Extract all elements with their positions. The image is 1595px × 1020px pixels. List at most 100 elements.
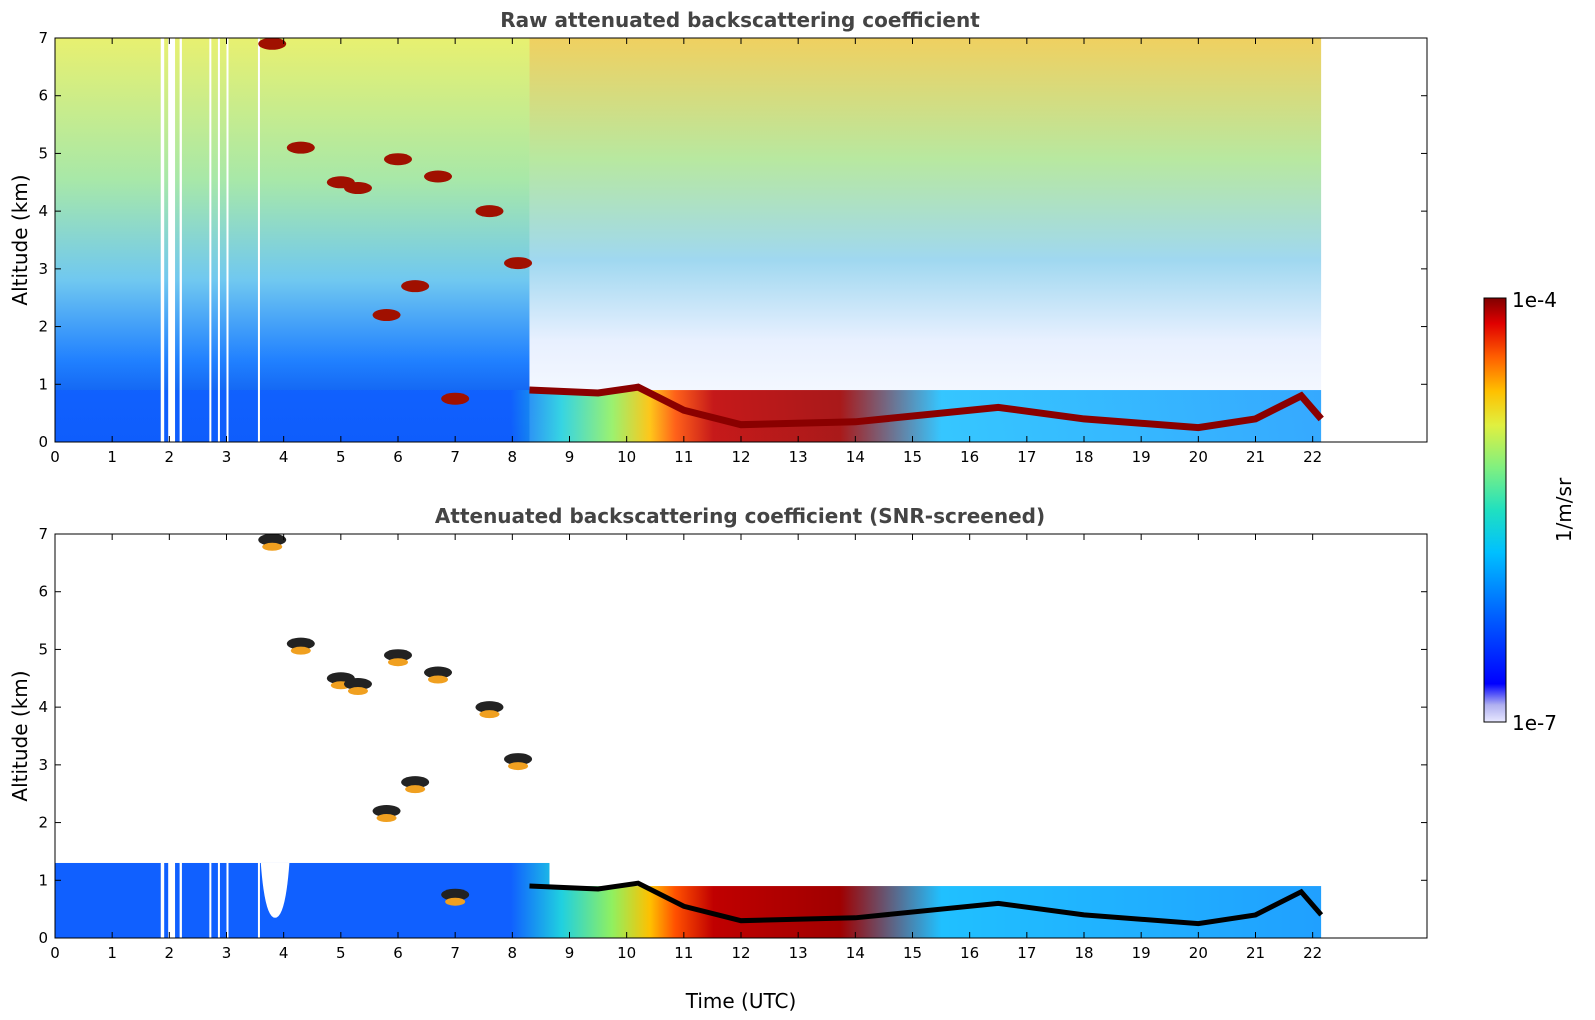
elevated-layer-mark bbox=[343, 678, 372, 691]
x-tick-label: 6 bbox=[393, 448, 403, 466]
data-gap bbox=[179, 534, 182, 938]
x-tick-label: 0 bbox=[50, 448, 60, 466]
elevated-layer-halo bbox=[445, 897, 466, 906]
screened-chart-title: Attenuated backscattering coefficient (S… bbox=[435, 504, 1045, 528]
y-tick-label: 4 bbox=[38, 202, 48, 220]
elevated-layer-mark bbox=[504, 753, 533, 766]
colorbar-min-label: 1e-7 bbox=[1512, 711, 1557, 735]
elevated-layer-mark bbox=[441, 392, 470, 405]
data-gap bbox=[209, 534, 212, 938]
x-tick-label: 21 bbox=[1246, 944, 1265, 962]
y-tick-label: 6 bbox=[38, 583, 48, 601]
data-gap bbox=[217, 38, 220, 442]
x-tick-label: 6 bbox=[393, 944, 403, 962]
y-tick-label: 5 bbox=[38, 640, 48, 658]
y-tick-label: 0 bbox=[38, 433, 48, 451]
x-tick-label: 12 bbox=[731, 448, 750, 466]
x-tick-label: 16 bbox=[960, 944, 979, 962]
screened-x-ticks: 0 1 2 3 4 5 6 7 8 9 10 11 12 13 14 15 16 17 18 19 20 21 22 bbox=[50, 534, 1322, 962]
x-tick-label: 5 bbox=[336, 944, 346, 962]
raw-x-ticks: 0 1 2 3 4 5 6 7 8 9 10 11 12 13 14 15 16 17 18 19 20 21 22 bbox=[50, 38, 1322, 466]
raw-data-gaps bbox=[160, 38, 1427, 442]
y-tick-label: 2 bbox=[38, 318, 48, 336]
x-tick-label: 17 bbox=[1017, 448, 1036, 466]
x-tick-label: 3 bbox=[222, 944, 232, 962]
raw-cloud-base-line bbox=[529, 383, 1324, 432]
colorbar: 1e-4 1e-7 1/m/sr bbox=[1483, 288, 1576, 735]
x-tick-label: 12 bbox=[731, 944, 750, 962]
x-tick-label: 13 bbox=[789, 448, 808, 466]
data-gap bbox=[168, 38, 176, 442]
data-gap bbox=[168, 534, 176, 938]
data-gap bbox=[217, 534, 220, 938]
raw-elevated-layers bbox=[258, 38, 533, 405]
y-tick-label: 0 bbox=[38, 929, 48, 947]
screened-data-gaps bbox=[160, 534, 1427, 938]
y-tick-label: 3 bbox=[38, 756, 48, 774]
x-tick-label: 18 bbox=[1074, 448, 1093, 466]
x-tick-label: 22 bbox=[1303, 448, 1322, 466]
y-tick-label: 7 bbox=[38, 525, 48, 543]
x-tick-label: 2 bbox=[165, 944, 175, 962]
x-tick-label: 19 bbox=[1132, 944, 1151, 962]
raw-y-axis-label: Altitude (km) bbox=[8, 174, 32, 305]
x-tick-label: 5 bbox=[336, 448, 346, 466]
elevated-layer-mark bbox=[258, 534, 287, 546]
elevated-layer-mark bbox=[401, 280, 430, 293]
x-tick-label: 0 bbox=[50, 944, 60, 962]
data-gap bbox=[209, 38, 212, 442]
y-tick-label: 3 bbox=[38, 260, 48, 278]
x-tick-label: 19 bbox=[1132, 448, 1151, 466]
x-tick-label: 11 bbox=[674, 448, 693, 466]
x-tick-label: 9 bbox=[565, 944, 575, 962]
elevated-layer-mark bbox=[372, 805, 401, 818]
elevated-layer-halo bbox=[347, 687, 368, 696]
x-tick-label: 20 bbox=[1189, 944, 1208, 962]
x-tick-label: 9 bbox=[565, 448, 575, 466]
elevated-layer-mark bbox=[372, 309, 401, 322]
x-tick-label: 10 bbox=[617, 448, 636, 466]
y-tick-label: 5 bbox=[38, 144, 48, 162]
raw-boundary-layer bbox=[55, 390, 1322, 442]
data-gap bbox=[179, 38, 182, 442]
data-gap bbox=[226, 38, 229, 442]
elevated-layer-mark bbox=[343, 182, 372, 195]
screened-backscatter-panel: 0 1 2 3 4 5 6 7 8 9 10 11 12 13 14 15 16 17 18 19 20 21 22 012… bbox=[8, 504, 1428, 1013]
raw-heatmap-field bbox=[55, 38, 1427, 442]
x-tick-label: 15 bbox=[903, 944, 922, 962]
data-gap bbox=[257, 534, 260, 938]
y-tick-label: 2 bbox=[38, 814, 48, 832]
no-data-region bbox=[1321, 534, 1427, 938]
x-tick-label: 22 bbox=[1303, 944, 1322, 962]
colorbar-max-label: 1e-4 bbox=[1512, 288, 1557, 312]
elevated-layer-mark bbox=[384, 153, 412, 166]
x-tick-label: 1 bbox=[107, 944, 117, 962]
y-tick-label: 1 bbox=[38, 375, 48, 393]
screened-boundary-dip bbox=[260, 862, 290, 918]
raw-chart-title: Raw attenuated backscattering coefficien… bbox=[500, 8, 980, 32]
elevated-layer-mark bbox=[475, 701, 504, 714]
screened-elevated-layers bbox=[258, 534, 533, 906]
elevated-layer-mark bbox=[286, 141, 315, 154]
elevated-layer-halo bbox=[290, 646, 311, 655]
colorbar-gradient bbox=[1483, 297, 1507, 723]
y-tick-label: 7 bbox=[38, 29, 48, 47]
x-tick-label: 8 bbox=[508, 448, 518, 466]
x-tick-label: 20 bbox=[1189, 448, 1208, 466]
screened-heatmap-field bbox=[55, 534, 1427, 938]
x-tick-label: 18 bbox=[1074, 944, 1093, 962]
x-tick-label: 8 bbox=[508, 944, 518, 962]
x-tick-label: 4 bbox=[279, 448, 289, 466]
raw-background-left bbox=[55, 38, 530, 442]
y-tick-label: 4 bbox=[38, 698, 48, 716]
elevated-layer-halo bbox=[262, 542, 283, 551]
raw-background-right bbox=[529, 38, 1322, 442]
x-tick-label: 14 bbox=[846, 448, 865, 466]
elevated-layer-halo bbox=[479, 710, 500, 719]
elevated-layer-mark bbox=[475, 205, 504, 218]
x-tick-label: 7 bbox=[450, 944, 460, 962]
x-tick-label: 10 bbox=[617, 944, 636, 962]
x-tick-label: 4 bbox=[279, 944, 289, 962]
x-tick-label: 15 bbox=[903, 448, 922, 466]
